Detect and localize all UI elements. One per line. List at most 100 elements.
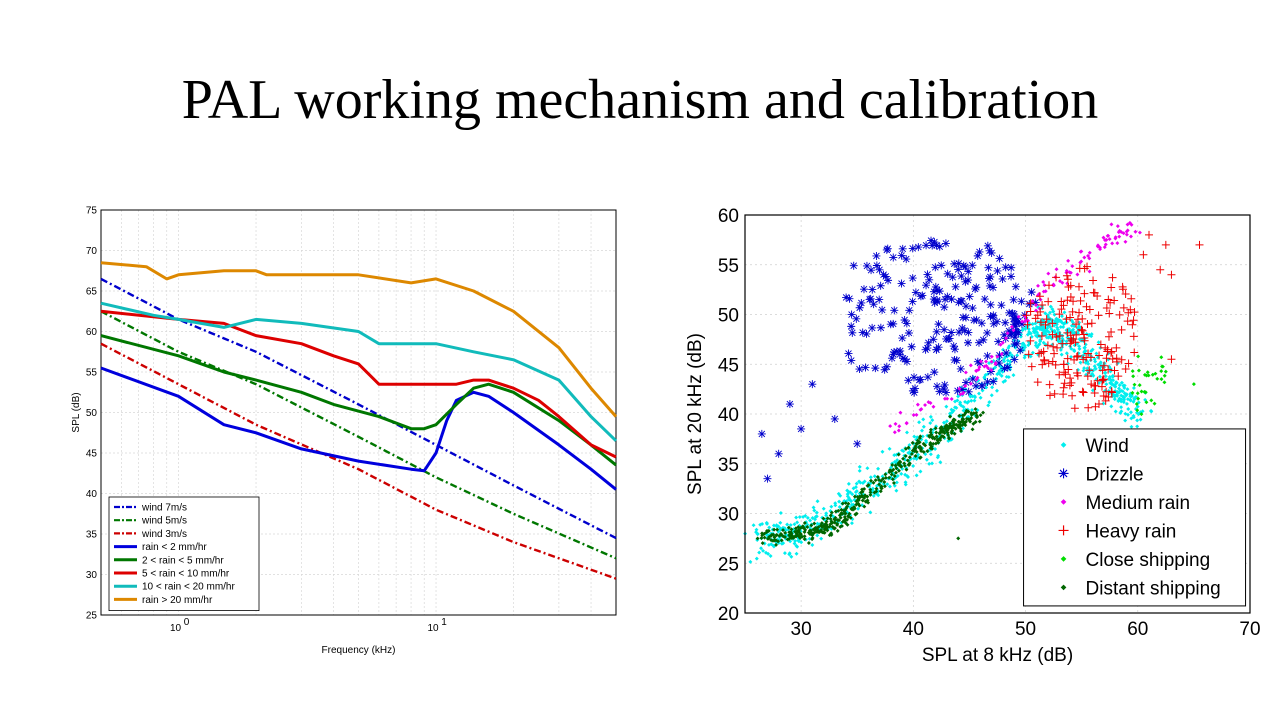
scatter-point <box>866 294 875 303</box>
right-y-tick-label: 40 <box>718 405 739 426</box>
right-plot-frame <box>744 214 1251 614</box>
scatter-point <box>951 282 960 291</box>
scatter-point <box>1072 352 1081 361</box>
scatter-point <box>910 388 919 397</box>
scatter-point <box>1195 240 1204 249</box>
scatter-point <box>1130 308 1139 317</box>
scatter-point <box>989 377 998 386</box>
scatter-point <box>932 345 941 354</box>
scatter-point <box>989 319 998 328</box>
scatter-point <box>891 480 896 485</box>
scatter-point <box>857 298 866 307</box>
right-x-tick-label: 70 <box>1239 619 1260 640</box>
scatter-point <box>1139 389 1144 394</box>
scatter-point <box>1059 390 1068 399</box>
right-series-distant-shipping <box>755 407 986 547</box>
scatter-point <box>1156 265 1165 274</box>
left-y-tick-label: 55 <box>86 368 98 379</box>
scatter-point <box>1052 273 1061 282</box>
scatter-point <box>1114 372 1123 381</box>
right-legend-label-drizzle: Drizzle <box>1086 464 1144 485</box>
scatter-point <box>948 273 957 282</box>
scatter-point <box>877 482 882 487</box>
scatter-point <box>810 535 815 540</box>
scatter-point <box>847 310 856 319</box>
scatter-point <box>1008 309 1017 318</box>
scatter-point <box>1102 387 1111 396</box>
left-legend-label-wind-7m-s: wind 7m/s <box>141 503 187 514</box>
right-series-heavy-rain <box>1022 230 1204 413</box>
scatter-point <box>1016 346 1025 355</box>
scatter-point <box>1117 325 1126 334</box>
scatter-point <box>1102 354 1111 363</box>
scatter-point <box>809 523 814 528</box>
scatter-point <box>925 275 934 284</box>
scatter-point <box>1115 310 1124 319</box>
scatter-point <box>1031 314 1040 323</box>
scatter-point <box>929 335 938 344</box>
scatter-point <box>1000 340 1005 345</box>
scatter-point <box>883 472 888 477</box>
scatter-point <box>911 288 920 297</box>
scatter-point <box>1064 282 1073 291</box>
scatter-point <box>949 342 958 351</box>
scatter-point <box>1044 297 1053 306</box>
scatter-point <box>1104 295 1113 304</box>
scatter-point <box>840 501 845 506</box>
scatter-point <box>1030 350 1035 355</box>
scatter-point <box>936 453 941 458</box>
scatter-point <box>985 281 994 290</box>
scatter-point <box>1129 332 1138 341</box>
scatter-point <box>964 276 973 285</box>
scatter-point <box>994 337 1003 346</box>
scatter-point <box>807 530 812 535</box>
left-x-axis-label: Frequency (kHz) <box>322 645 396 656</box>
scatter-point <box>1000 364 1009 373</box>
scatter-point <box>845 294 854 303</box>
scatter-point <box>862 504 867 509</box>
scatter-point <box>1059 360 1068 369</box>
scatter-point <box>772 527 777 532</box>
scatter-point <box>798 536 803 540</box>
scatter-point <box>983 377 992 386</box>
left-x-tick-exponent: 1 <box>441 617 447 628</box>
right-y-tick-label: 50 <box>718 306 739 327</box>
scatter-point <box>833 503 838 508</box>
scatter-point <box>915 376 924 385</box>
scatter-point <box>821 506 826 511</box>
scatter-point <box>929 295 938 304</box>
scatter-point <box>1083 372 1092 381</box>
scatter-point <box>1011 328 1016 333</box>
scatter-point <box>1048 357 1057 366</box>
scatter-point <box>1107 347 1116 356</box>
scatter-point <box>1118 282 1127 291</box>
scatter-point <box>848 328 857 337</box>
scatter-point <box>797 515 802 520</box>
scatter-point <box>911 384 920 393</box>
scatter-point <box>845 492 850 497</box>
scatter-point <box>1062 315 1071 324</box>
scatter-point <box>868 285 877 294</box>
scatter-point <box>862 329 871 338</box>
scatter-point <box>748 559 753 564</box>
scatter-point <box>842 515 847 520</box>
scatter-point <box>954 298 963 307</box>
scatter-point <box>1055 331 1064 340</box>
scatter-point <box>1094 311 1103 320</box>
scatter-point <box>897 424 902 429</box>
scatter-point <box>1062 271 1071 280</box>
scatter-point <box>1027 330 1032 334</box>
scatter-point <box>913 454 918 459</box>
scatter-point <box>1063 275 1072 284</box>
scatter-point <box>1060 379 1069 388</box>
scatter-point <box>964 338 973 347</box>
scatter-point <box>1006 331 1015 340</box>
scatter-point <box>1002 349 1011 358</box>
scatter-point <box>1087 250 1092 255</box>
scatter-point <box>758 522 763 527</box>
right-legend-label-medium-rain: Medium rain <box>1086 493 1191 514</box>
scatter-point <box>897 251 906 260</box>
scatter-point <box>1106 298 1115 307</box>
scatter-point <box>1137 230 1142 235</box>
scatter-point <box>916 292 925 301</box>
